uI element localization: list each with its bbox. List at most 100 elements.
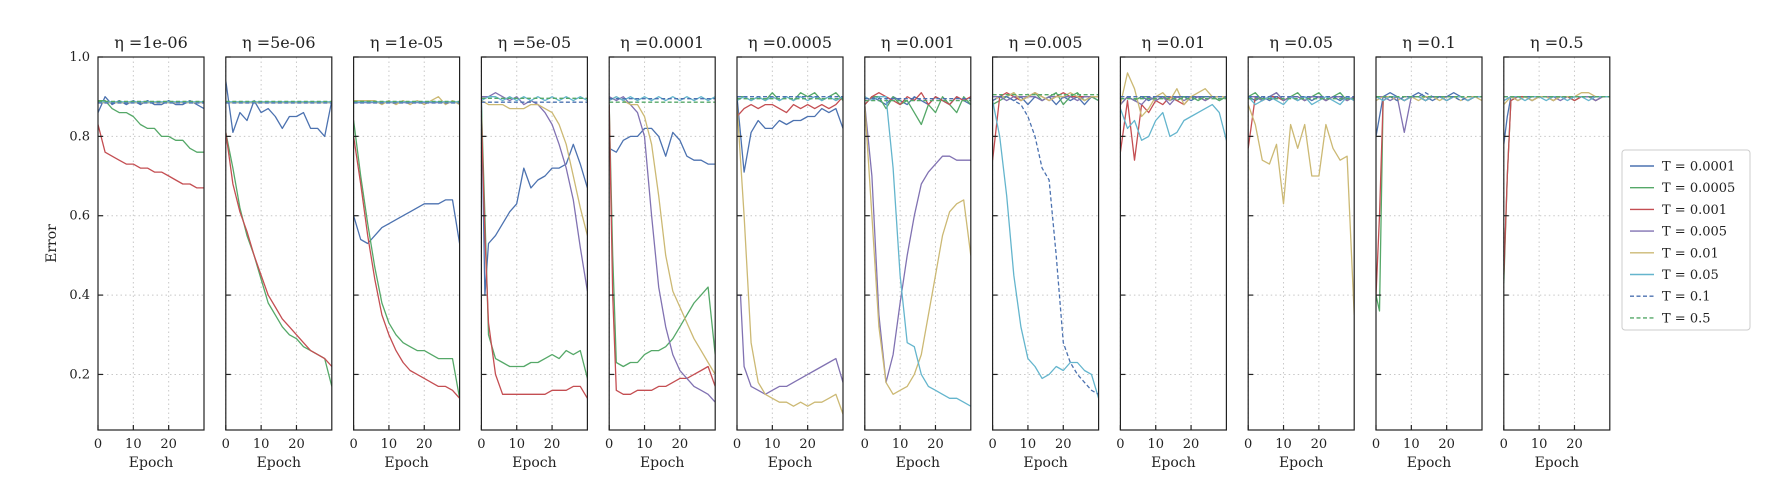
x-tick-label: 10 <box>253 437 270 452</box>
panel-5: 0 10 20 η =0.0001 Epoch <box>605 33 716 471</box>
x-tick-label: 20 <box>544 437 561 452</box>
x-tick-label: 10 <box>381 437 398 452</box>
y-tick-label: 0.4 <box>69 288 90 303</box>
x-tick-label: 0 <box>1244 437 1252 452</box>
panel-frame <box>97 56 205 431</box>
panel-12: 0 10 20 η =0.5 Epoch <box>1500 33 1611 471</box>
x-tick-label: 20 <box>1311 437 1328 452</box>
panel-frame <box>225 56 333 431</box>
series-line <box>1120 103 1227 141</box>
x-axis-label: Epoch <box>1023 455 1067 471</box>
x-tick-label: 0 <box>222 437 230 452</box>
panel-title: η =0.01 <box>1142 33 1206 52</box>
panel-2: 0 10 20 η =5e-06 Epoch <box>222 33 333 471</box>
legend-entry-label: T = 0.5 <box>1662 311 1711 326</box>
x-tick-label: 20 <box>416 437 433 452</box>
panel-title: η =0.1 <box>1402 33 1456 52</box>
y-tick-label: 0.6 <box>69 209 90 224</box>
panel-title: η =5e-06 <box>242 33 316 52</box>
series-line <box>609 127 716 165</box>
panel-frame <box>1247 56 1355 431</box>
panel-1: 0 10 20 η =1e-06 Epoch <box>94 33 205 471</box>
series-line <box>992 96 1099 395</box>
series-line <box>353 120 460 399</box>
series-line <box>481 92 588 292</box>
x-tick-label: 0 <box>988 437 996 452</box>
x-axis-label: Epoch <box>768 455 812 471</box>
panel-title: η =0.0001 <box>620 33 704 52</box>
series-line <box>737 96 843 117</box>
panel-8: 0 10 20 η =0.005 Epoch <box>988 33 1100 471</box>
x-tick-label: 20 <box>160 437 177 452</box>
x-tick-label: 0 <box>349 437 357 452</box>
panel-7: 0 10 20 η =0.001 Epoch <box>861 33 972 471</box>
series-line <box>98 124 204 189</box>
x-axis-label: Epoch <box>257 455 301 471</box>
series-line <box>1376 92 1482 102</box>
panel-frame <box>1375 56 1483 431</box>
panel-10: 0 10 20 η =0.05 Epoch <box>1244 33 1355 471</box>
panel-title: η =0.0005 <box>748 33 832 52</box>
x-tick-label: 10 <box>636 437 653 452</box>
legend-entry-label: T = 0.01 <box>1662 246 1719 261</box>
series-line <box>992 92 1099 102</box>
x-tick-label: 0 <box>605 437 613 452</box>
x-axis-label: Epoch <box>129 455 173 471</box>
series-line <box>225 132 332 387</box>
x-tick-label: 10 <box>1275 437 1292 452</box>
y-tick-label: 0.2 <box>69 367 90 382</box>
series-line <box>1503 92 1610 106</box>
legend-entry-label: T = 0.1 <box>1662 290 1711 305</box>
series-line <box>737 294 843 395</box>
x-tick-label: 20 <box>927 437 944 452</box>
x-axis-label: Epoch <box>1279 455 1323 471</box>
series-line <box>1503 96 1610 276</box>
x-tick-label: 10 <box>125 437 142 452</box>
x-tick-label: 20 <box>1566 437 1583 452</box>
x-tick-label: 10 <box>1147 437 1164 452</box>
panel-11: 0 10 20 η =0.1 Epoch <box>1372 33 1483 471</box>
series-line <box>1376 96 1482 312</box>
panel-frame <box>864 56 972 431</box>
series-line <box>481 100 588 236</box>
x-axis-label: Epoch <box>1535 455 1579 471</box>
series-line <box>609 96 716 375</box>
series-line <box>864 104 971 395</box>
x-tick-label: 20 <box>799 437 816 452</box>
x-tick-label: 0 <box>1500 437 1508 452</box>
x-axis-label: Epoch <box>1407 455 1451 471</box>
legend-entry-label: T = 0.05 <box>1662 268 1719 283</box>
series-line <box>225 80 332 138</box>
legend-entry-label: T = 0.0001 <box>1662 160 1735 175</box>
x-tick-label: 10 <box>1403 437 1420 452</box>
series-line <box>353 136 460 399</box>
legend-entry-label: T = 0.001 <box>1662 203 1727 218</box>
x-tick-label: 10 <box>508 437 525 452</box>
x-tick-label: 20 <box>672 437 689 452</box>
x-tick-label: 0 <box>1116 437 1124 452</box>
series-line <box>864 104 971 384</box>
panel-title: η =0.5 <box>1530 33 1584 52</box>
x-axis-label: Epoch <box>640 455 684 471</box>
legend-box <box>1621 149 1751 331</box>
series-line <box>353 199 460 245</box>
series-line <box>864 96 971 407</box>
panel-frame <box>608 56 716 431</box>
series-line <box>609 96 716 403</box>
series-line <box>992 100 1099 399</box>
panel-title: η =1e-06 <box>114 33 188 52</box>
panel-frame <box>1503 56 1611 431</box>
panel-9: 0 10 20 η =0.01 Epoch <box>1116 33 1228 471</box>
x-axis-label: Epoch <box>896 455 940 471</box>
panel-6: 0 10 20 η =0.0005 Epoch <box>733 33 844 471</box>
series-line <box>1248 104 1355 315</box>
x-axis-label: Epoch <box>384 455 428 471</box>
series-line <box>481 104 588 379</box>
x-tick-label: 20 <box>288 437 305 452</box>
x-tick-label: 20 <box>1438 437 1455 452</box>
legend-entry-label: T = 0.005 <box>1662 225 1727 240</box>
series-line <box>1248 96 1355 149</box>
x-tick-label: 20 <box>1055 437 1072 452</box>
x-axis-label: Epoch <box>1151 455 1195 471</box>
series-line <box>1503 96 1610 145</box>
